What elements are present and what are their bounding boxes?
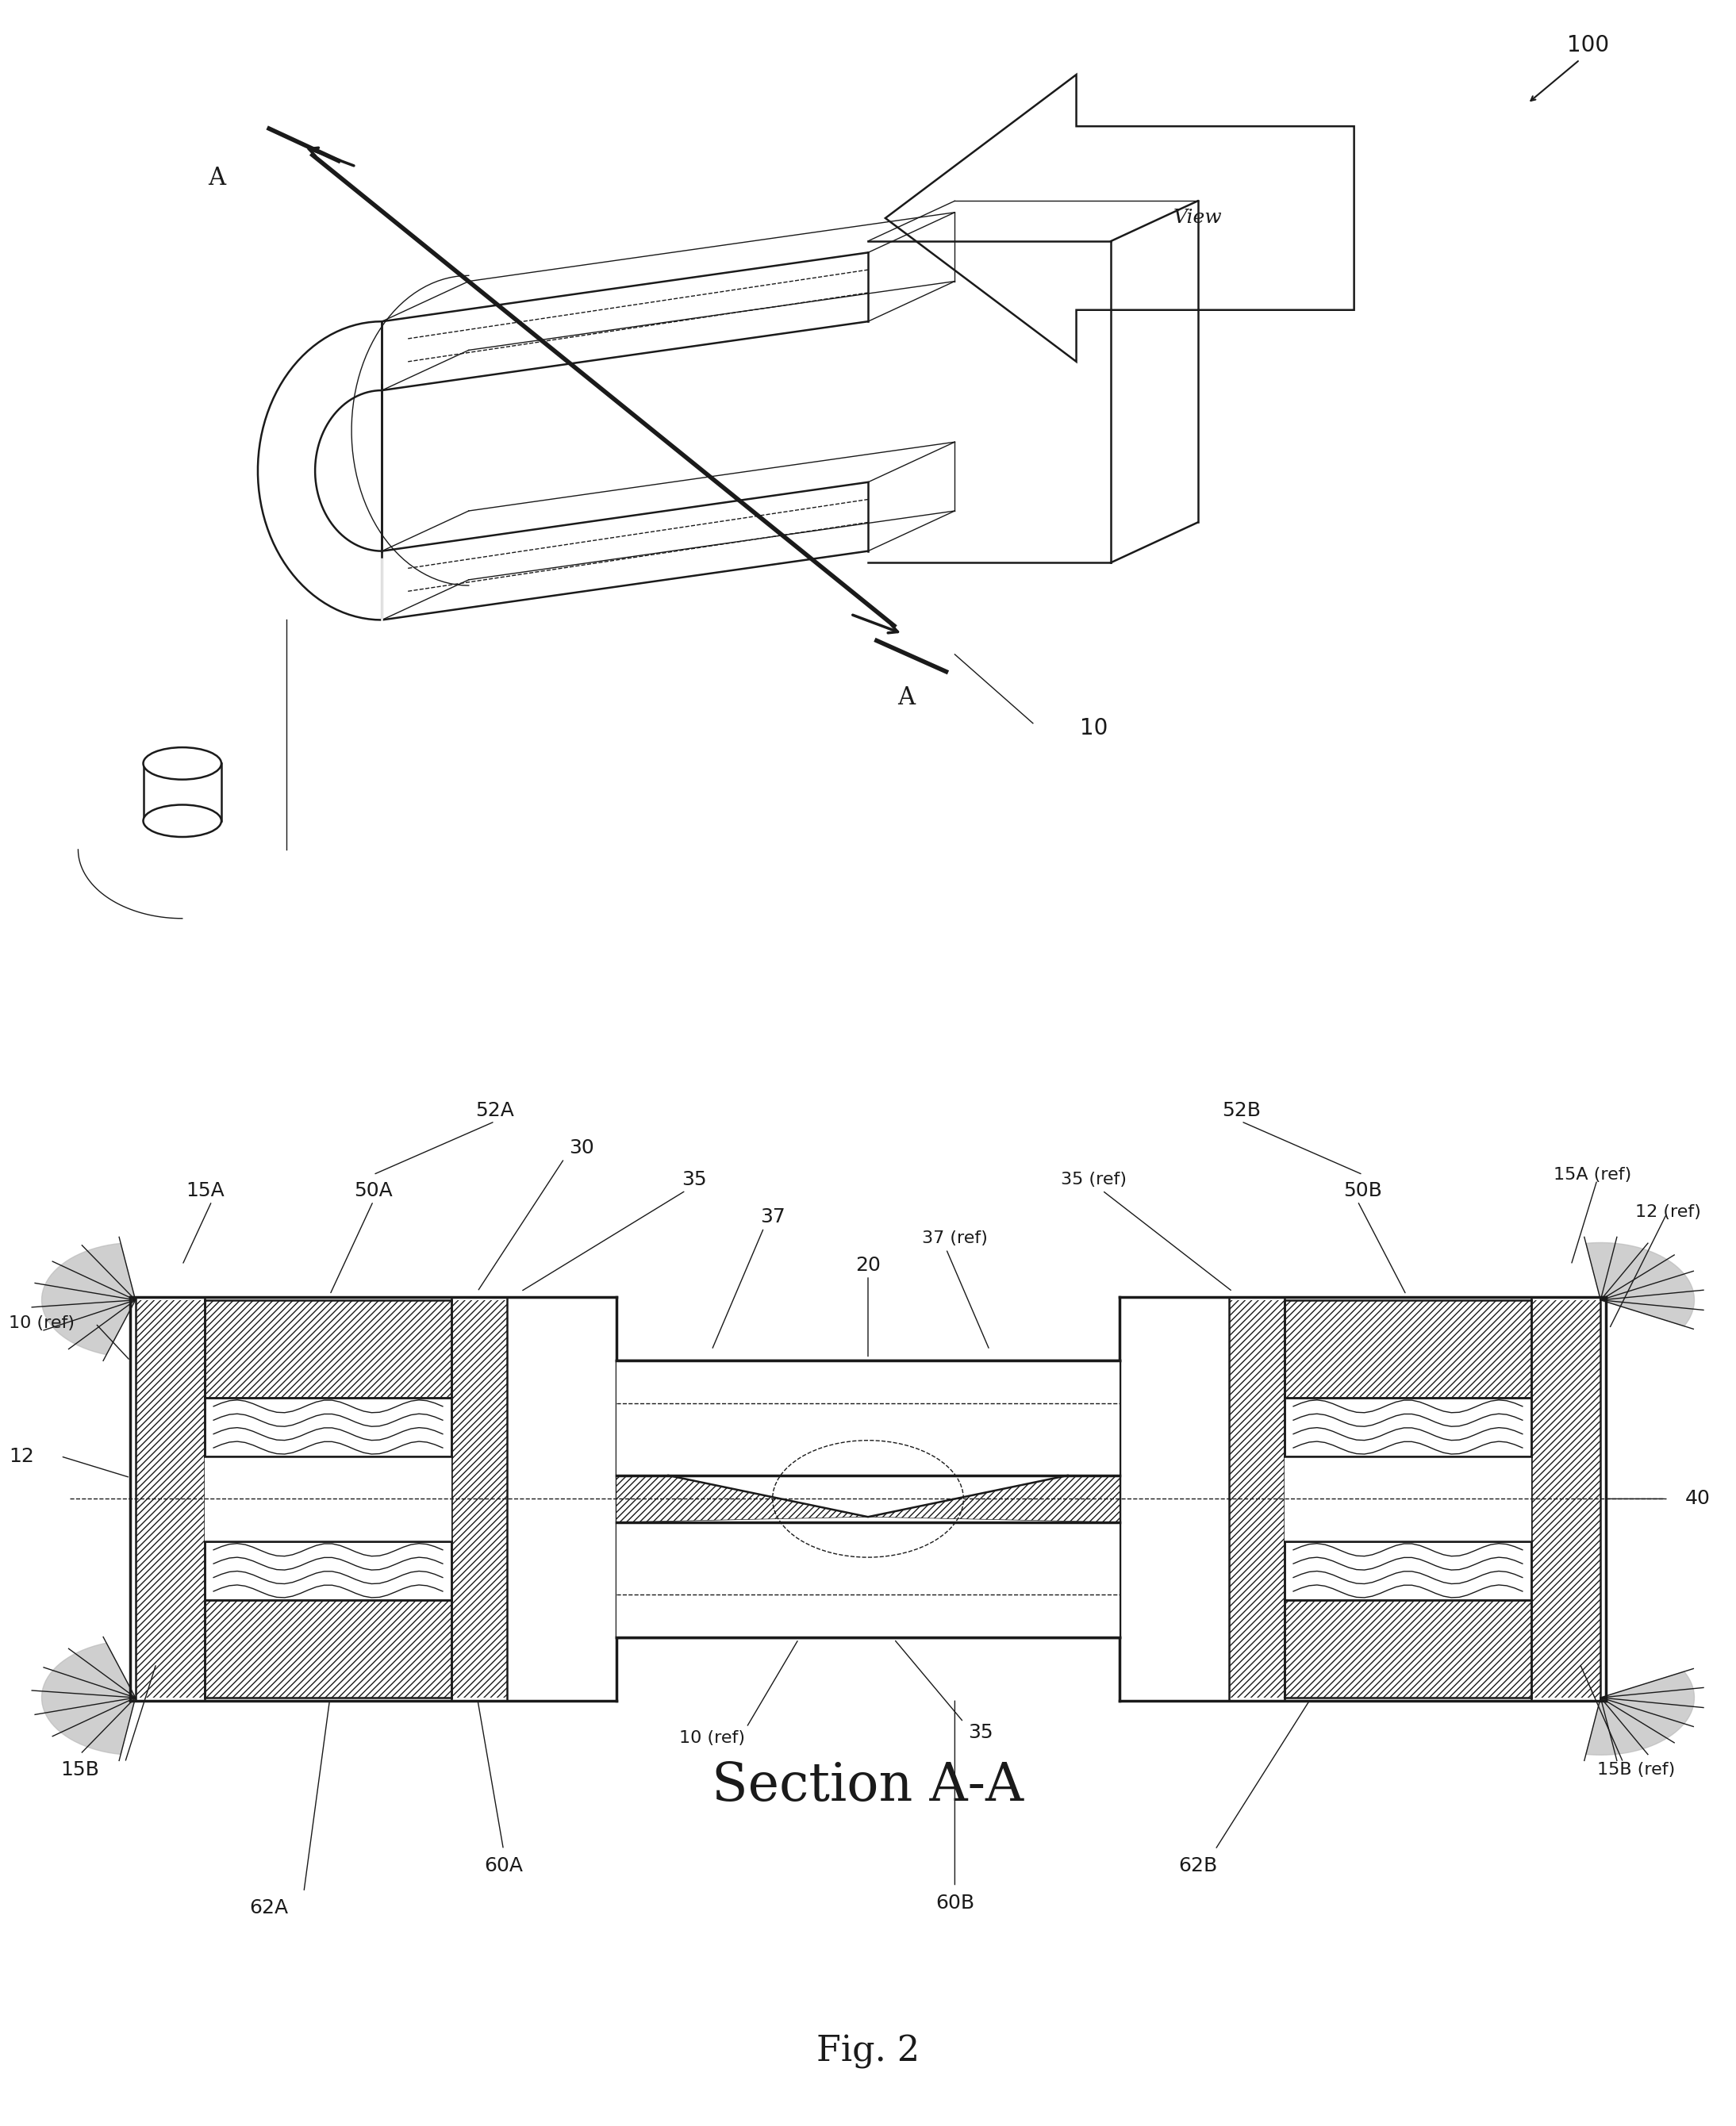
- Text: 35 (ref): 35 (ref): [1061, 1171, 1127, 1188]
- Text: 12: 12: [9, 1448, 35, 1465]
- Text: 52A: 52A: [476, 1101, 514, 1120]
- Text: 50A: 50A: [354, 1182, 392, 1199]
- Text: 50B: 50B: [1344, 1182, 1382, 1199]
- Text: 15A (ref): 15A (ref): [1554, 1167, 1632, 1182]
- Text: 15A: 15A: [186, 1182, 224, 1199]
- Text: 10 (ref): 10 (ref): [9, 1316, 75, 1331]
- Text: 30: 30: [569, 1140, 594, 1157]
- Text: Section A-A: Section A-A: [712, 1760, 1024, 1811]
- Text: A: A: [208, 166, 226, 189]
- Bar: [1531, 1301, 1601, 1697]
- Text: 60A: 60A: [484, 1856, 523, 1875]
- Ellipse shape: [142, 748, 222, 780]
- Text: 35: 35: [969, 1724, 993, 1741]
- Polygon shape: [42, 1643, 135, 1754]
- Text: 15B (ref): 15B (ref): [1597, 1762, 1675, 1777]
- Text: 37 (ref): 37 (ref): [922, 1231, 988, 1246]
- Text: View: View: [1174, 208, 1222, 227]
- Text: Fig. 2: Fig. 2: [816, 2035, 920, 2069]
- Polygon shape: [1587, 1244, 1694, 1327]
- Text: 62B: 62B: [1179, 1856, 1217, 1875]
- Text: 40: 40: [1684, 1490, 1710, 1507]
- Text: 62A: 62A: [250, 1899, 288, 1918]
- Text: 60B: 60B: [936, 1894, 974, 1911]
- Text: 12 (ref): 12 (ref): [1635, 1203, 1701, 1220]
- Bar: [1285, 1299, 1531, 1399]
- Bar: [205, 1599, 451, 1697]
- Text: 20: 20: [856, 1256, 880, 1273]
- Text: 10 (ref): 10 (ref): [679, 1731, 745, 1745]
- Text: 52B: 52B: [1222, 1101, 1260, 1120]
- Polygon shape: [42, 1244, 135, 1354]
- Bar: [205, 1456, 451, 1541]
- Bar: [1285, 1456, 1531, 1541]
- Text: 10: 10: [1080, 716, 1108, 740]
- Text: 100: 100: [1568, 34, 1609, 57]
- Bar: [616, 1475, 1120, 1522]
- Text: 37: 37: [760, 1208, 785, 1227]
- Polygon shape: [1587, 1671, 1694, 1754]
- Polygon shape: [885, 74, 1354, 361]
- Text: A: A: [898, 687, 915, 710]
- Text: 15B: 15B: [61, 1760, 99, 1779]
- Ellipse shape: [142, 806, 222, 838]
- Bar: [451, 1301, 507, 1697]
- Bar: [616, 1361, 1120, 1637]
- Bar: [1285, 1599, 1531, 1697]
- Text: 35: 35: [682, 1171, 707, 1188]
- Bar: [135, 1301, 205, 1697]
- Bar: [1229, 1301, 1285, 1697]
- Bar: [205, 1299, 451, 1399]
